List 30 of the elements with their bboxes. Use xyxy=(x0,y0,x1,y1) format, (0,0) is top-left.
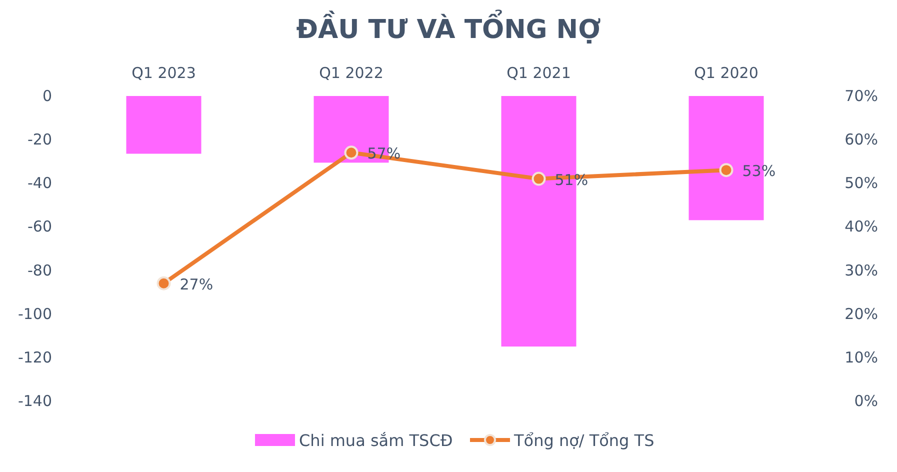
data-label: 27% xyxy=(180,275,214,294)
y2-tick-label: 70% xyxy=(844,87,878,105)
y-tick-label: 0 xyxy=(42,87,52,105)
x-tick-label: Q1 2021 xyxy=(506,64,571,82)
legend-label: Tổng nợ/ Tổng TS xyxy=(513,431,654,450)
x-tick-label: Q1 2023 xyxy=(132,64,196,82)
y2-tick-label: 20% xyxy=(844,304,878,323)
data-label: 51% xyxy=(554,170,588,189)
y-tick-label: -60 xyxy=(28,218,52,236)
chart-title: ĐẦU TƯ VÀ TỔNG NỢ xyxy=(296,9,602,45)
y-tick-label: -100 xyxy=(18,304,52,323)
data-label: 57% xyxy=(367,144,401,163)
x-tick-label: Q1 2022 xyxy=(319,64,384,82)
y2-tick-label: 0% xyxy=(854,392,878,410)
y-tick-label: -120 xyxy=(18,348,52,366)
point xyxy=(156,276,171,290)
legend-label: Chi mua sắm TSCĐ xyxy=(299,431,453,450)
y2-tick-label: 10% xyxy=(844,348,878,366)
x-tick-label: Q1 2020 xyxy=(694,64,758,82)
y2-tick-label: 30% xyxy=(844,261,878,280)
y-tick-label: -140 xyxy=(18,392,52,410)
point xyxy=(532,172,546,186)
point xyxy=(719,163,734,178)
y-tick-label: -40 xyxy=(28,174,52,192)
y2-tick-label: 50% xyxy=(844,174,878,192)
y2-tick-label: 40% xyxy=(844,218,878,236)
point xyxy=(344,146,358,160)
y-tick-label: -20 xyxy=(28,130,52,149)
y2-tick-label: 60% xyxy=(844,130,878,149)
y-tick-label: -80 xyxy=(28,261,52,280)
